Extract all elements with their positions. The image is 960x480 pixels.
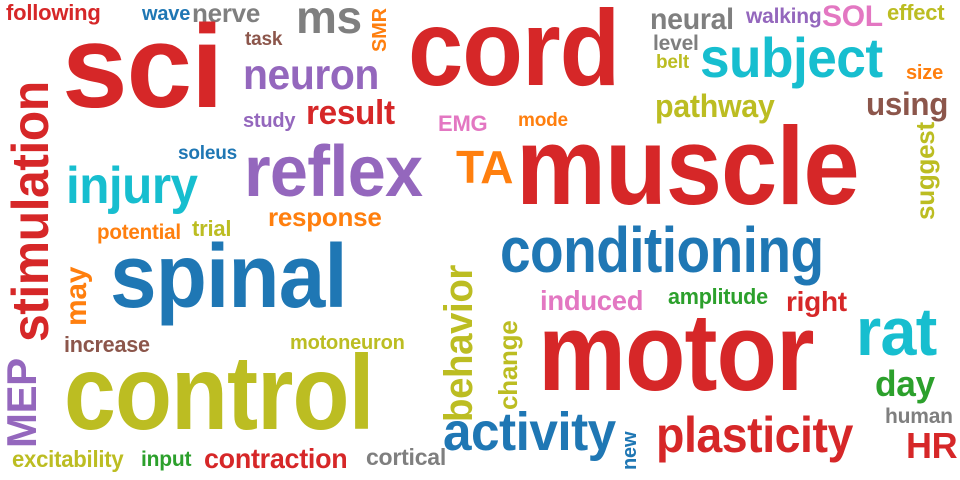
word-hr: HR: [906, 425, 958, 466]
word-response: response: [268, 202, 382, 232]
word-soleus: soleus: [178, 143, 238, 164]
word-study: study: [243, 110, 296, 132]
word-sci: sci: [62, 1, 224, 133]
word-result: result: [306, 94, 395, 132]
word-excitability: excitability: [12, 446, 124, 472]
word-cortical: cortical: [366, 444, 446, 470]
word-neuron: neuron: [243, 51, 379, 99]
word-muscle: muscle: [516, 105, 860, 228]
word-subject: subject: [700, 26, 883, 89]
word-day: day: [875, 363, 935, 404]
word-emg: EMG: [438, 111, 488, 136]
word-following: following: [6, 0, 101, 25]
word-using: using: [866, 86, 949, 122]
word-new: new: [619, 431, 641, 470]
word-motor: motor: [538, 291, 815, 414]
word-input: input: [141, 448, 192, 471]
word-induced: induced: [540, 285, 644, 316]
word-task: task: [245, 29, 283, 50]
word-potential: potential: [97, 221, 181, 244]
word-injury: injury: [66, 157, 198, 215]
word-neural: neural: [650, 3, 734, 36]
word-trial: trial: [192, 216, 232, 241]
word-stimulation: stimulation: [2, 81, 60, 343]
word-contraction: contraction: [204, 443, 348, 474]
word-size: size: [906, 62, 944, 84]
word-cord: cord: [408, 0, 620, 108]
word-effect: effect: [887, 0, 945, 25]
word-mode: mode: [518, 110, 568, 131]
word-reflex: reflex: [244, 132, 423, 212]
word-increase: increase: [64, 332, 150, 357]
word-behavior: behavior: [437, 265, 481, 422]
word-control: control: [64, 334, 374, 452]
word-change: change: [493, 320, 523, 410]
word-ms: ms: [296, 0, 362, 43]
word-plasticity: plasticity: [656, 407, 853, 463]
word-amplitude: amplitude: [668, 284, 768, 309]
word-conditioning: conditioning: [500, 214, 824, 286]
word-smr: SMR: [369, 8, 391, 52]
word-may: may: [60, 266, 93, 326]
word-spinal: spinal: [110, 227, 348, 327]
word-motoneuron: motoneuron: [290, 332, 405, 354]
word-rat: rat: [856, 294, 937, 370]
word-walking: walking: [746, 5, 822, 28]
word-ta: TA: [456, 141, 513, 193]
word-belt: belt: [656, 52, 690, 73]
word-sol: SOL: [822, 0, 883, 33]
word-activity: activity: [443, 402, 616, 462]
word-right: right: [786, 286, 847, 317]
word-level: level: [653, 32, 699, 55]
word-pathway: pathway: [655, 88, 775, 124]
word-nerve: nerve: [192, 0, 261, 28]
word-wave: wave: [142, 3, 191, 25]
word-mep: MEP: [0, 358, 45, 448]
word-suggest: suggest: [910, 122, 940, 220]
word-human: human: [885, 405, 953, 428]
